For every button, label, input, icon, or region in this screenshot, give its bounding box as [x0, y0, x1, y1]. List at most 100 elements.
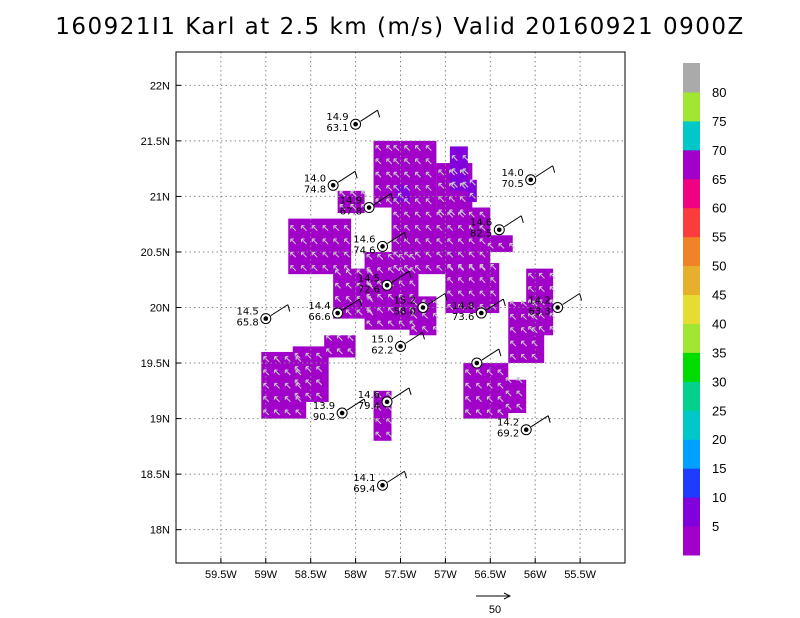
wind-barb: [346, 398, 365, 411]
wind-arrow: [388, 267, 395, 274]
wind-arrow: [274, 409, 280, 416]
wind-barb-flag: [377, 110, 381, 118]
station-value-label: 58.0: [394, 307, 416, 318]
wind-arrow: [479, 225, 486, 232]
wind-arrow: [274, 396, 280, 403]
wind-arrow: [468, 277, 475, 284]
wind-arrow: [393, 171, 400, 178]
wind-arrow: [425, 185, 432, 192]
wind-arrow: [300, 238, 307, 245]
wind-region-7: [288, 218, 352, 275]
wind-arrow: [516, 390, 523, 397]
wind-arrow: [415, 225, 421, 232]
station-17: 14.169.4: [353, 470, 408, 495]
wind-arrow: [345, 269, 352, 276]
colorbar-label: 55: [712, 230, 726, 245]
wind-arrow: [458, 225, 465, 232]
station-value-label: 70.5: [501, 179, 523, 190]
wind-arrow: [415, 265, 421, 272]
station-center: [384, 399, 390, 405]
wind-arrow: [516, 377, 523, 384]
station-center: [380, 244, 385, 249]
station-speed-label: 14.0: [501, 168, 523, 179]
wind-arrow: [345, 309, 352, 316]
y-tick-label: 21.5N: [141, 136, 170, 148]
wind-barb-flag: [444, 293, 448, 301]
wind-arrow: [361, 190, 368, 197]
wind-arrow: [393, 185, 400, 192]
wind-arrow: [393, 265, 400, 272]
wind-arrow: [397, 192, 404, 199]
wind-region-0: [373, 140, 392, 208]
wind-arrow: [476, 382, 483, 389]
colorbar-label: 80: [712, 85, 726, 100]
wind-arrow: [520, 300, 527, 307]
wind-barb: [481, 348, 500, 361]
wind-arrow: [538, 272, 545, 279]
wind-arrow: [375, 145, 382, 152]
wind-arrow: [415, 251, 421, 258]
station-center: [339, 410, 345, 416]
wind-arrow: [388, 320, 395, 327]
colorbar-label: 75: [712, 114, 726, 129]
wind-arrow: [393, 225, 400, 232]
wind-arrow: [447, 251, 454, 258]
wind-arrow: [510, 340, 517, 347]
grid-lines: [176, 52, 625, 563]
wind-barb-flag: [354, 171, 358, 179]
wind-region-5: [396, 185, 410, 202]
wind-arrow: [549, 272, 556, 279]
wind-arrow: [510, 313, 517, 320]
wind-arrow: [336, 348, 343, 355]
wind-barb-flag: [579, 293, 583, 301]
wind-arrow: [479, 238, 486, 245]
wind-arrow: [505, 377, 512, 384]
wind-arrow: [538, 299, 545, 306]
wind-arrow: [436, 238, 443, 245]
wind-arrow: [497, 396, 504, 403]
wind-arrow: [516, 403, 523, 410]
wind-arrow: [425, 158, 432, 165]
station-speed-label: 14.1: [353, 473, 375, 484]
x-axis: 59.5W 59W 58.5W 58W 57.5W 57W 56.5W 56W 55.5W: [205, 558, 597, 581]
wind-arrow: [347, 348, 354, 355]
colorbar-swatch: [683, 323, 700, 353]
wind-arrow: [404, 211, 411, 218]
wind-arrow: [294, 392, 301, 399]
wind-arrow: [409, 267, 416, 274]
wind-arrow: [409, 293, 416, 300]
station-center: [380, 482, 385, 488]
wind-arrow: [305, 352, 312, 359]
station-center: [496, 227, 502, 233]
wind-arrow: [347, 335, 354, 341]
wind-arrow: [377, 253, 384, 260]
wind-arrow: [497, 409, 504, 416]
colorbar-swatch: [683, 63, 700, 93]
colorbar-swatch: [683, 526, 700, 556]
wind-arrow: [458, 238, 465, 245]
station-speed-label: 14.9: [326, 112, 348, 123]
reference-arrowhead: [503, 592, 512, 600]
y-tick-label: 22N: [150, 80, 170, 92]
wind-arrow: [366, 320, 373, 327]
wind-arrow: [505, 403, 512, 410]
station-speed-label: 14.6: [353, 234, 375, 245]
wind-arrow: [274, 369, 280, 376]
wind-arrow: [447, 238, 454, 245]
x-tick-label: 58.5W: [295, 569, 327, 581]
wind-barb-flag: [547, 415, 551, 423]
wind-arrow: [490, 277, 497, 284]
wind-arrow: [393, 198, 400, 205]
wind-arrow: [311, 251, 318, 258]
wind-barb-flag: [359, 298, 363, 307]
wind-arrow: [404, 198, 411, 205]
wind-arrow: [290, 265, 297, 272]
wind-barb-flag: [404, 232, 408, 240]
station-11: 14.263.3: [528, 293, 583, 318]
wind-arrow: [339, 190, 346, 197]
wind-arrow: [356, 309, 363, 316]
wind-arrow: [386, 171, 393, 178]
wind-arrow: [322, 265, 329, 272]
wind-arrow: [422, 326, 429, 333]
